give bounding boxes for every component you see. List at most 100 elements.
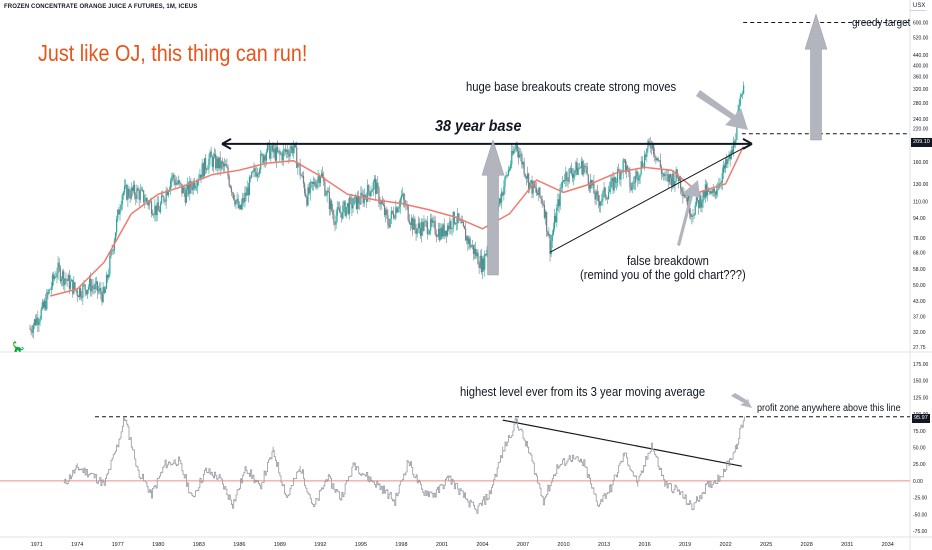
candle-body	[290, 146, 292, 151]
candle-body	[594, 193, 596, 200]
candle-body	[201, 163, 203, 178]
candle-body	[157, 202, 159, 211]
oscillator-tick-label: 0.00	[913, 479, 923, 485]
price-tick-label: 520.00	[913, 36, 929, 42]
candle-body	[186, 183, 189, 190]
candle-body	[605, 197, 607, 199]
candle-body	[448, 225, 450, 230]
candle-body	[247, 187, 249, 196]
candle-body	[389, 218, 391, 227]
candle-body	[310, 181, 312, 183]
candle-body	[61, 271, 64, 280]
candle-body	[474, 248, 476, 254]
candle-body	[316, 181, 318, 188]
candle-body	[665, 174, 667, 176]
candle-body	[410, 218, 413, 225]
candle-body	[80, 288, 82, 297]
candle-body	[153, 214, 155, 216]
candle-body	[365, 196, 368, 202]
candle-body	[89, 278, 91, 287]
candle-body	[555, 215, 557, 223]
candle-body	[82, 284, 84, 298]
candle-body	[443, 224, 445, 237]
candle-body	[91, 285, 93, 292]
candle-body	[334, 223, 336, 225]
candle-body	[672, 173, 674, 186]
candle-body	[72, 279, 74, 294]
candle-body	[176, 182, 179, 184]
candle-body	[286, 150, 288, 152]
candle-body	[541, 198, 543, 204]
candle-body	[717, 189, 719, 191]
candle-body	[439, 228, 441, 240]
candle-body	[391, 210, 394, 213]
candle-body	[83, 284, 85, 286]
candle-body	[403, 194, 405, 200]
oscillator-tick-label: 125.00	[913, 395, 929, 401]
candle-body	[315, 185, 317, 188]
candle-body	[111, 250, 113, 252]
candle-body	[221, 161, 224, 164]
candle-body	[226, 165, 228, 168]
candle-body	[184, 192, 186, 203]
candle-body	[299, 163, 301, 176]
candle-body	[674, 181, 676, 187]
candle-body	[661, 173, 664, 175]
candle-body	[455, 222, 458, 224]
candle-body	[437, 228, 440, 237]
candle-body	[265, 152, 267, 161]
candle-body	[577, 167, 579, 175]
candle-body	[262, 154, 264, 163]
candle-body	[359, 203, 361, 205]
candle-body	[68, 275, 70, 289]
candle-body	[682, 191, 684, 196]
candle-body	[324, 181, 326, 196]
candle-body	[390, 210, 392, 219]
support-trendline	[549, 146, 747, 253]
candle-body	[325, 195, 327, 196]
candle-body	[356, 196, 359, 209]
candle-body	[503, 186, 505, 196]
candle-body	[520, 153, 522, 155]
candle-body	[505, 175, 507, 177]
candle-body	[620, 170, 622, 180]
annotation-greedy-target: greedy target	[852, 17, 911, 29]
price-tick-label: 440.00	[913, 53, 929, 59]
candle-body	[392, 212, 395, 218]
candle-body	[531, 180, 533, 194]
candle-body	[31, 331, 33, 333]
candle-body	[200, 174, 202, 178]
candle-body	[181, 183, 183, 194]
candle-body	[282, 149, 284, 161]
candle-body	[39, 318, 41, 322]
candle-body	[272, 145, 274, 153]
candle-body	[170, 180, 172, 189]
candle-body	[195, 186, 198, 188]
candle-body	[508, 168, 511, 170]
candle-body	[707, 188, 709, 196]
candle-body	[585, 166, 587, 168]
candle-body	[117, 209, 119, 219]
candle-body	[418, 223, 421, 228]
candle-body	[701, 202, 703, 208]
candle-body	[63, 271, 65, 286]
candle-body	[145, 197, 147, 202]
candle-body	[606, 198, 609, 200]
candle-body	[90, 278, 92, 292]
candle-body	[38, 321, 40, 325]
annotation-false-breakdown: false breakdown	[627, 254, 709, 268]
candle-body	[149, 201, 151, 203]
candle-body	[549, 234, 551, 255]
candle-body	[137, 188, 139, 191]
candle-body	[597, 195, 600, 202]
candle-body	[649, 142, 651, 148]
candle-body	[580, 161, 583, 168]
time-tick-label: 2010	[557, 542, 569, 548]
candle-body	[692, 215, 694, 217]
candle-body	[301, 175, 303, 177]
candle-body	[547, 231, 549, 236]
candle-body	[345, 207, 347, 216]
candle-body	[313, 181, 315, 184]
candle-body	[441, 227, 443, 237]
candle-body	[486, 249, 488, 256]
